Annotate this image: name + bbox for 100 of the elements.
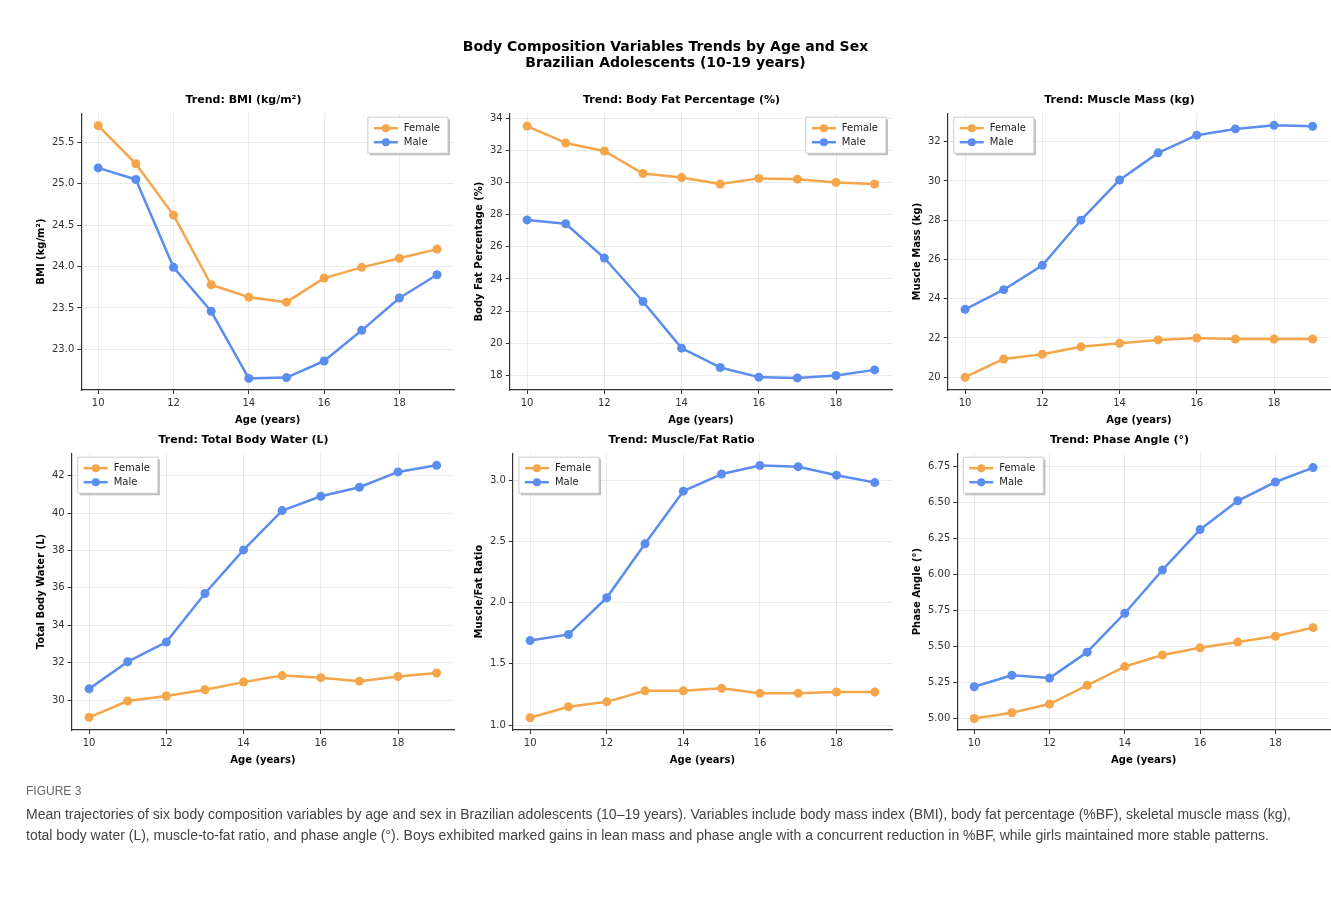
point bbox=[831, 687, 841, 697]
y-tick-label: 5.75 bbox=[928, 603, 951, 615]
point bbox=[316, 673, 326, 683]
point bbox=[1045, 673, 1055, 683]
legend-label: Male bbox=[999, 475, 1023, 487]
point bbox=[1308, 463, 1318, 473]
y-tick-label: 30 bbox=[51, 693, 65, 705]
point bbox=[1157, 650, 1167, 660]
point bbox=[715, 179, 725, 189]
point bbox=[281, 373, 291, 383]
legend-label: Female bbox=[841, 121, 879, 133]
y-tick-label: 32 bbox=[927, 135, 941, 147]
point bbox=[354, 676, 364, 686]
y-tick-label: 6.25 bbox=[928, 531, 951, 543]
legend-label: Female bbox=[554, 461, 592, 473]
x-tick-label: 16 bbox=[314, 736, 328, 748]
point bbox=[1269, 334, 1279, 344]
chart-title: Trend: Muscle Mass (kg) bbox=[1044, 93, 1195, 107]
point bbox=[1269, 120, 1279, 130]
chart-title: Trend: Body Fat Percentage (%) bbox=[583, 93, 780, 107]
point bbox=[755, 460, 765, 470]
point bbox=[793, 462, 803, 472]
x-tick-label: 18 bbox=[1267, 396, 1281, 408]
point bbox=[1195, 525, 1205, 535]
y-axis-title: Muscle Mass (kg) bbox=[910, 202, 922, 301]
point bbox=[640, 686, 650, 696]
point bbox=[1007, 708, 1017, 718]
point bbox=[831, 371, 841, 381]
y-tick-label: 23.5 bbox=[52, 301, 75, 313]
point bbox=[754, 173, 764, 183]
point bbox=[200, 685, 210, 695]
y-tick-label: 24.0 bbox=[52, 260, 75, 272]
x-tick-label: 12 bbox=[159, 736, 173, 748]
point bbox=[1045, 699, 1055, 709]
x-axis-title: Age (years) bbox=[1111, 753, 1177, 765]
point bbox=[1037, 260, 1047, 270]
point bbox=[1076, 342, 1086, 352]
point bbox=[277, 506, 287, 516]
point bbox=[602, 593, 612, 603]
x-tick-label: 16 bbox=[1190, 396, 1204, 408]
x-tick-label: 10 bbox=[91, 396, 105, 408]
y-tick-label: 20 bbox=[489, 336, 503, 348]
point bbox=[319, 273, 329, 283]
y-tick-label: 18 bbox=[489, 369, 503, 381]
point bbox=[831, 177, 841, 187]
point bbox=[123, 657, 133, 667]
x-axis-title: Age (years) bbox=[235, 413, 301, 425]
point bbox=[525, 713, 535, 723]
point bbox=[1076, 215, 1086, 225]
point bbox=[432, 460, 442, 470]
y-tick-label: 34 bbox=[489, 111, 503, 123]
point bbox=[200, 588, 210, 598]
point bbox=[93, 121, 103, 131]
point bbox=[715, 362, 725, 372]
chart-title: Trend: Total Body Water (L) bbox=[158, 433, 329, 447]
legend-label: Male bbox=[989, 135, 1014, 147]
point bbox=[870, 365, 880, 375]
y-tick-label: 42 bbox=[51, 469, 65, 481]
text: FIGURE 3 bbox=[26, 784, 83, 798]
y-tick-label: 40 bbox=[51, 506, 65, 518]
chart-title: Trend: Phase Angle (°) bbox=[1049, 433, 1190, 447]
point bbox=[522, 121, 532, 131]
y-tick-label: 24 bbox=[489, 272, 503, 284]
point bbox=[93, 163, 103, 173]
point bbox=[638, 296, 648, 306]
point bbox=[602, 697, 612, 707]
x-tick-label: 16 bbox=[753, 736, 767, 748]
point bbox=[1120, 608, 1130, 618]
x-axis-title: Age (years) bbox=[669, 753, 736, 765]
point bbox=[131, 175, 141, 184]
point bbox=[599, 146, 609, 156]
x-tick-label: 18 bbox=[393, 396, 406, 408]
point bbox=[169, 262, 179, 272]
y-axis-title: Phase Angle (°) bbox=[910, 547, 922, 636]
point bbox=[394, 253, 404, 263]
point bbox=[522, 215, 532, 225]
x-tick-label: 10 bbox=[958, 396, 972, 408]
y-tick-label: 30 bbox=[927, 174, 941, 186]
point bbox=[1230, 124, 1240, 134]
legend-label: Female bbox=[113, 461, 150, 473]
y-tick-label: 24 bbox=[927, 292, 941, 304]
point bbox=[357, 262, 367, 272]
point bbox=[1115, 338, 1125, 348]
x-tick-label: 12 bbox=[597, 396, 611, 408]
point bbox=[678, 486, 688, 496]
y-tick-label: 28 bbox=[489, 208, 503, 220]
point bbox=[281, 297, 291, 307]
point bbox=[393, 467, 403, 477]
point bbox=[1120, 662, 1130, 672]
legend-label: Female bbox=[999, 461, 1036, 473]
x-tick-label: 14 bbox=[1118, 736, 1132, 748]
point bbox=[563, 629, 573, 639]
point bbox=[84, 712, 94, 722]
legend-label: Male bbox=[403, 135, 428, 147]
y-tick-label: 6.50 bbox=[928, 495, 951, 507]
point bbox=[831, 470, 841, 480]
point bbox=[754, 372, 764, 382]
y-tick-label: 30 bbox=[489, 175, 503, 187]
x-tick-label: 10 bbox=[967, 736, 981, 748]
y-tick-label: 28 bbox=[927, 213, 941, 225]
